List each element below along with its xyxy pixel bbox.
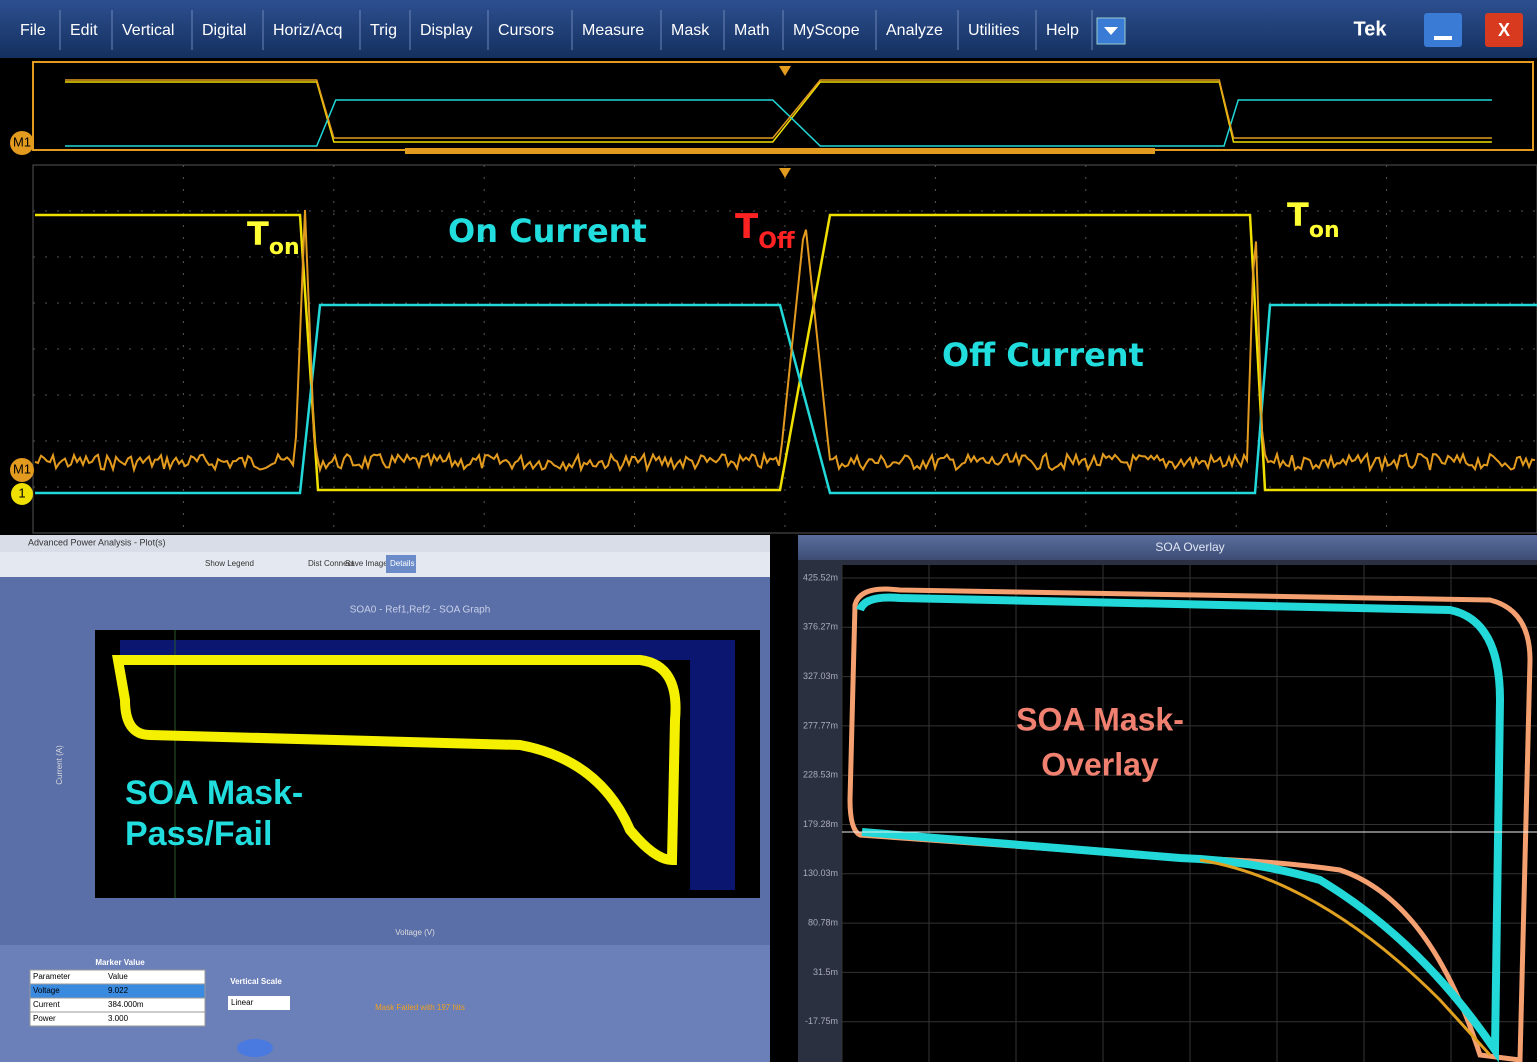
y-tick-label: 31.5m [813,967,838,977]
status-text: Mask Failed with 197 hits [375,1003,465,1012]
annotation: SOA Mask- [125,774,303,812]
screen: File Edit Vertical Digital Horiz/Acq Trig Disp… [0,0,1537,1062]
table-cell: 3.000 [108,1014,129,1023]
menu-item[interactable]: Digital [202,22,246,39]
y-tick-label: 130.03m [803,868,838,878]
table-cell: Current [33,1000,60,1009]
menu-item[interactable]: Cursors [498,22,554,39]
save-button[interactable] [237,1039,273,1057]
annotation: Pass/Fail [125,815,272,853]
y-tick-label: 425.52m [803,572,838,582]
graph-title: SOA0 - Ref1,Ref2 - SOA Graph [350,605,491,616]
marker-label: M1 [13,134,31,149]
y-tick-label: 80.78m [808,917,838,927]
annotation-text: T [1287,196,1309,234]
menu-item[interactable]: Horiz/Acq [273,22,342,39]
table-cell: 9.022 [108,986,129,995]
annotation-text: T [247,215,269,253]
toolbar-button: Details [390,559,414,568]
table-title: Marker Value [95,958,145,967]
toolbar-label: Show Legend [205,559,254,568]
minimize-button[interactable] [1424,13,1462,47]
y-tick-label: 376.27m [803,622,838,632]
menu-item[interactable]: Mask [671,22,710,39]
overlay-title: SOA Overlay [1155,540,1224,554]
annotation: Overlay [1041,746,1159,782]
annotation: Off Current [942,336,1144,374]
y-tick-label: 179.28m [803,819,838,829]
y-tick-label: 327.03m [803,671,838,681]
table-cell: Power [33,1014,56,1023]
y-axis-label: Current (A) [55,745,64,785]
annotation: SOA Mask- [1016,701,1184,737]
menu-item[interactable]: File [20,22,46,39]
mask-region [690,640,735,890]
menu-item[interactable]: Math [734,22,770,39]
zoom-indicator [405,148,1155,154]
menu-item[interactable]: MyScope [793,22,860,39]
table-cell: 384.000m [108,1000,144,1009]
annotation-sub: on [269,235,300,260]
menu-item[interactable]: Edit [70,22,98,39]
window-title: Advanced Power Analysis - Plot(s) [28,537,166,547]
scale-value: Linear [231,998,254,1007]
scale-label: Vertical Scale [230,977,282,986]
y-tick-label: 228.53m [803,770,838,780]
menu-item[interactable]: Help [1046,22,1079,39]
annotation-text: T [735,207,759,247]
menu-item[interactable]: Vertical [122,22,174,39]
table-cell: Value [108,972,128,981]
x-axis-label: Voltage (V) [395,928,435,937]
y-tick-label: -17.75m [805,1016,838,1026]
table-cell: Parameter [33,972,71,981]
marker-label: 1 [18,485,25,500]
menu-item[interactable]: Utilities [968,22,1020,39]
table-cell: Voltage [33,986,60,995]
menu-item[interactable]: Trig [370,22,397,39]
close-label: X [1498,20,1510,40]
scope-display [0,58,1537,535]
menu-item[interactable]: Analyze [886,22,943,39]
marker-label: M1 [13,461,31,476]
brand: Tek [1354,18,1388,40]
annotation-sub: Off [758,229,796,254]
y-tick-label: 277.77m [803,720,838,730]
minimize-icon [1434,36,1452,40]
menu-item[interactable]: Measure [582,22,644,39]
annotation: On Current [448,212,647,250]
menu-item[interactable]: Display [420,22,472,39]
annotation-sub: on [1309,218,1340,243]
